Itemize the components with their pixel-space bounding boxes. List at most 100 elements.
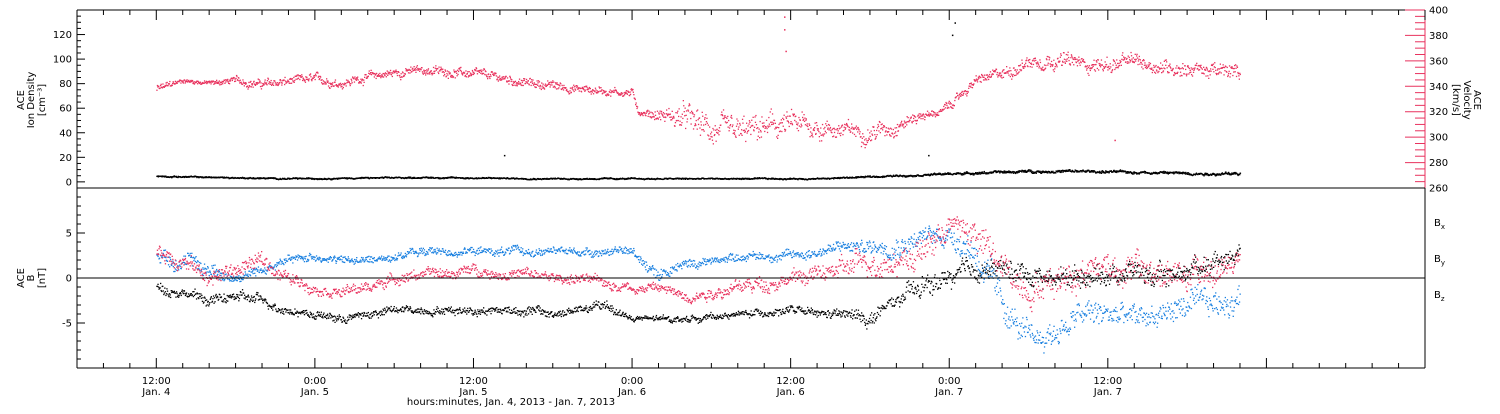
velocity-point — [563, 84, 565, 87]
density-point — [1003, 172, 1005, 174]
density-point — [613, 178, 615, 180]
velocity-point — [653, 116, 655, 118]
density-point — [450, 176, 453, 178]
velocity-point — [998, 74, 1000, 76]
density-point — [1068, 170, 1070, 172]
velocity-point — [1237, 71, 1239, 74]
velocity-point — [496, 78, 498, 80]
density-point — [948, 173, 950, 175]
velocity-point — [996, 73, 998, 76]
velocity-point — [251, 83, 253, 85]
velocity-point — [813, 128, 815, 130]
density-point — [1115, 171, 1117, 173]
velocity-point — [536, 83, 538, 86]
velocity-point — [345, 85, 347, 87]
velocity-point — [402, 75, 405, 78]
velocity-point — [314, 73, 317, 75]
velocity-point — [388, 73, 390, 75]
velocity-point — [263, 84, 265, 86]
velocity-point — [603, 92, 605, 94]
velocity-point — [1062, 61, 1064, 63]
density-point — [1108, 172, 1110, 174]
velocity-point — [263, 83, 265, 85]
velocity-point — [592, 89, 594, 91]
velocity-point — [573, 84, 575, 86]
velocity-point — [741, 118, 744, 120]
velocity-point — [211, 81, 214, 83]
velocity-point — [1143, 64, 1146, 66]
velocity-point — [1034, 57, 1036, 59]
density-point — [963, 173, 966, 175]
velocity-point — [433, 70, 435, 73]
velocity-point — [864, 144, 867, 146]
velocity-point — [886, 134, 888, 136]
velocity-point — [360, 78, 362, 80]
density-point — [1085, 170, 1087, 172]
density-point — [981, 172, 983, 175]
velocity-point — [342, 83, 344, 85]
velocity-point — [1126, 57, 1128, 60]
density-point — [454, 177, 457, 179]
velocity-point — [439, 70, 441, 72]
velocity-point — [448, 72, 450, 74]
velocity-point — [1012, 73, 1014, 76]
velocity-point — [961, 90, 963, 93]
velocity-point — [474, 68, 476, 71]
density-point — [1081, 171, 1083, 173]
velocity-point — [235, 74, 238, 77]
density-point — [1082, 169, 1084, 171]
velocity-point — [838, 125, 840, 127]
velocity-point — [720, 114, 722, 116]
density-point — [305, 178, 308, 180]
velocity-point — [231, 77, 233, 79]
velocity-point — [513, 81, 516, 84]
velocity-point — [998, 72, 1000, 74]
velocity-point — [510, 78, 512, 80]
velocity-point — [973, 83, 975, 85]
velocity-point — [826, 120, 828, 122]
density-point — [1115, 170, 1118, 172]
velocity-point — [229, 79, 231, 81]
density-point — [1126, 171, 1128, 173]
velocity-point — [807, 125, 809, 128]
velocity-point — [1032, 63, 1035, 66]
velocity-point — [544, 84, 546, 87]
velocity-point — [979, 80, 981, 83]
velocity-point — [464, 75, 466, 77]
velocity-point — [880, 123, 882, 126]
velocity-point — [259, 81, 261, 83]
velocity-point — [831, 132, 833, 134]
velocity-point — [1007, 70, 1010, 72]
density-point — [1047, 172, 1049, 174]
velocity-point — [779, 130, 782, 132]
velocity-point — [526, 81, 528, 84]
velocity-point — [1167, 65, 1170, 67]
density-point — [738, 178, 740, 180]
density-point — [1173, 173, 1175, 175]
velocity-point — [935, 113, 937, 116]
velocity-point — [1177, 71, 1179, 73]
density-point — [862, 176, 865, 178]
density-point — [910, 174, 912, 176]
density-point — [942, 174, 945, 176]
density-point — [467, 177, 469, 179]
velocity-point — [1216, 73, 1218, 75]
density-point — [1011, 172, 1013, 174]
velocity-point — [1119, 59, 1121, 62]
velocity-point — [917, 114, 919, 116]
velocity-point — [848, 129, 850, 131]
velocity-point — [519, 83, 522, 85]
velocity-point — [1227, 74, 1229, 76]
velocity-point — [604, 90, 606, 92]
velocity-point — [1226, 71, 1228, 73]
velocity-point — [740, 133, 742, 135]
velocity-point — [977, 78, 979, 81]
velocity-point — [266, 80, 269, 82]
density-point — [439, 178, 441, 180]
velocity-point — [1010, 73, 1012, 75]
velocity-point — [591, 91, 593, 93]
velocity-point — [704, 123, 707, 126]
velocity-point — [362, 84, 364, 87]
velocity-point — [893, 135, 895, 138]
velocity-point — [1062, 60, 1064, 62]
